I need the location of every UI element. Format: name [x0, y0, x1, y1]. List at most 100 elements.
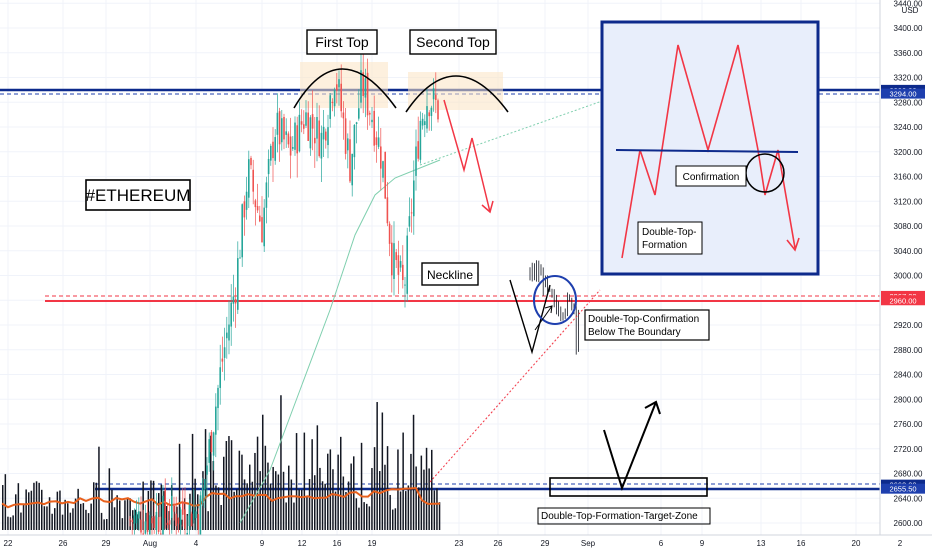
volume-bar	[67, 503, 69, 530]
volume-bar	[345, 491, 347, 530]
candle-body	[296, 125, 298, 154]
price-tag-label: 3294.00	[889, 90, 916, 99]
volume-bar	[272, 466, 274, 530]
candle-body	[351, 153, 353, 186]
volume-bar	[436, 488, 438, 530]
candle-body	[263, 207, 265, 247]
candle-body	[173, 504, 175, 512]
volume-bar	[126, 498, 129, 530]
volume-bar	[178, 443, 181, 530]
drop-arrow	[443, 99, 491, 213]
inset-formation-label-1: Double-Top-	[642, 227, 696, 238]
volume-bar	[275, 471, 277, 530]
volume-bar	[376, 402, 378, 530]
candle-body	[377, 137, 380, 147]
candle-body	[399, 261, 402, 268]
first-top-arc	[293, 68, 397, 109]
volume-bar	[321, 481, 324, 530]
candle-body	[424, 121, 426, 125]
volume-bar	[220, 504, 222, 530]
price-tick-label: 2880.00	[894, 346, 923, 355]
candle-body	[237, 258, 239, 310]
inset-pattern-line	[621, 44, 796, 259]
price-tick-label: 2680.00	[894, 470, 923, 479]
candle-body	[212, 432, 215, 456]
candle-body	[204, 479, 206, 490]
candle-body	[223, 347, 226, 358]
price-tick-label: 2640.00	[894, 494, 923, 503]
candle-body	[160, 533, 162, 536]
candle-body	[406, 235, 408, 294]
inset-neckline	[615, 149, 799, 153]
time-tick-label: 29	[541, 539, 550, 548]
candle-body	[298, 114, 301, 152]
volume-bar	[277, 474, 280, 530]
volume-bar	[163, 491, 165, 530]
candle-body	[362, 72, 364, 96]
candle-body	[391, 242, 393, 276]
candle-body	[358, 108, 360, 119]
volume-bar	[225, 441, 228, 530]
volume-bar	[121, 518, 124, 530]
candle-body	[294, 122, 296, 150]
volume-bar	[43, 506, 46, 530]
price-tag: 3294.00	[881, 88, 925, 99]
volume-bar	[72, 508, 74, 530]
target-zone-box	[549, 477, 708, 497]
volume-bar	[54, 508, 56, 530]
candle-body	[336, 84, 338, 91]
candle-body	[261, 217, 263, 243]
volume-bar	[290, 479, 293, 530]
price-tick-label: 2720.00	[894, 445, 923, 454]
price-tick-label: 3160.00	[894, 173, 923, 182]
candle-body	[283, 116, 285, 140]
volume-bar	[64, 499, 66, 530]
volume-bar	[371, 468, 373, 530]
candle-body	[281, 118, 283, 143]
price-tick-label: 3320.00	[894, 74, 923, 83]
candle-body	[349, 139, 351, 182]
candle-body	[153, 516, 155, 529]
price-tick-label: 2760.00	[894, 420, 923, 429]
volume-bar	[7, 516, 9, 530]
candle-body	[410, 212, 413, 214]
time-tick-label: 13	[757, 539, 766, 548]
candle-body	[360, 70, 362, 103]
candle-body	[402, 264, 404, 281]
candle-body	[254, 200, 257, 208]
volume-bar	[116, 495, 118, 530]
candle-body	[430, 107, 433, 116]
volume-bar	[35, 481, 38, 530]
volume-bar	[407, 485, 410, 530]
volume-bar	[259, 471, 261, 530]
volume-bar	[69, 512, 72, 530]
volume-bar	[119, 500, 121, 530]
candle-body	[366, 72, 369, 116]
volume-bar	[418, 487, 420, 530]
candle-body	[272, 141, 274, 159]
candle-body	[217, 387, 219, 409]
candle-body	[221, 358, 224, 362]
volume-bars	[2, 395, 441, 530]
volume-bar	[20, 512, 22, 530]
candle-body	[215, 406, 217, 435]
candle-body	[241, 204, 243, 258]
volume-bar	[134, 509, 137, 530]
volume-bar	[93, 482, 95, 530]
volume-bar	[311, 439, 313, 530]
candle-body	[355, 122, 358, 124]
target-arrow-head	[644, 400, 661, 415]
time-tick-label: Aug	[143, 539, 157, 548]
volume-bar	[301, 489, 303, 530]
candle-body	[190, 513, 193, 527]
volume-bar	[262, 414, 264, 530]
volume-bar	[230, 440, 233, 530]
candle-body	[146, 512, 149, 532]
candle-body	[292, 146, 294, 149]
price-tick-label: 3280.00	[894, 98, 923, 107]
confirmation-label-2: Below The Boundary	[588, 327, 681, 338]
time-tick-label: 26	[59, 539, 68, 548]
candle-body	[142, 533, 144, 535]
volume-bar	[423, 469, 425, 530]
